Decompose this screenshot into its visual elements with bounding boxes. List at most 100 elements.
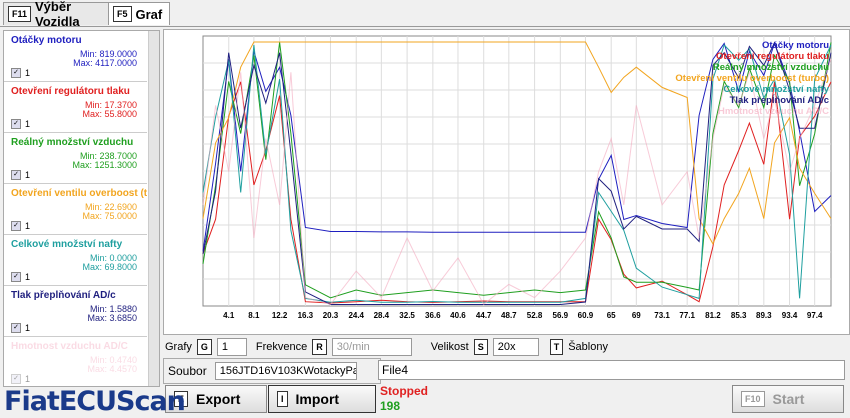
x-tick-label: 8.1 [248, 311, 260, 320]
checkbox[interactable]: ✓ [11, 68, 21, 78]
checkbox[interactable]: ✓ [11, 170, 21, 180]
key-hint: F10 [741, 391, 765, 407]
x-tick-label: 56.9 [553, 311, 569, 320]
dropdown[interactable]: 1 [216, 338, 247, 356]
x-tick-label: 32.5 [399, 311, 415, 320]
chart: 4.1 8.1 12.2 16.3 20.3 24.4 28.4 32.5 36.6 40.6 44… [202, 35, 832, 320]
tab-label: Výběr Vozidla [35, 0, 80, 29]
x-tick-label: 93.4 [782, 311, 798, 320]
series-line [202, 41, 832, 252]
key-hint: S [473, 339, 488, 355]
x-tick-label: 4.1 [223, 311, 235, 320]
x-tick-label: 77.1 [679, 311, 695, 320]
signal-name: Celkové množství nafty [11, 239, 123, 250]
signal-max: Max: 55.8000 [82, 109, 137, 119]
series-line [202, 58, 832, 306]
signal-max: Max: 4.4570 [87, 364, 137, 374]
button-label: Start [772, 391, 805, 407]
x-tick-label: 65 [607, 311, 616, 320]
key-hint: R [312, 339, 327, 355]
x-tick-label: 48.7 [501, 311, 517, 320]
scrollbar[interactable] [148, 31, 159, 386]
legend-entry: Otáčky motoru [762, 40, 829, 51]
checkbox-label: 1 [25, 68, 31, 78]
signal-name: Otevření ventilu overboost (turbo) [11, 188, 147, 199]
checkbox[interactable]: ✓ [11, 272, 21, 282]
legend-entry: Tlak přepĺňování AD/c [730, 94, 829, 106]
signal-min: Min: 1.5880 [89, 304, 137, 314]
count: 198 [380, 399, 401, 413]
key-hint: F5 [113, 6, 132, 22]
checkbox[interactable]: ✓ [11, 221, 21, 231]
signal-name: Reálný množství vzduchu [11, 137, 134, 148]
x-tick-label: 89.3 [756, 311, 772, 320]
x-tick-label: 73.1 [654, 311, 670, 320]
label: Soubor [168, 364, 207, 378]
x-tick-label: 85.3 [731, 311, 747, 320]
key-hint[interactable]: T [549, 339, 564, 355]
tab-label: Graf [135, 6, 163, 22]
signal-min: Min: 22.6900 [84, 202, 137, 212]
label: Šablony [568, 341, 608, 353]
label: Frekvence [255, 341, 308, 353]
button-label: Import [295, 391, 340, 407]
key-hint: I [277, 391, 288, 407]
signal-max: Max: 69.8000 [82, 262, 137, 272]
status: Stopped [380, 384, 428, 398]
chart-panel: 4.1 8.1 12.2 16.3 20.3 24.4 28.4 32.5 36.6 40.6 44… [163, 29, 850, 335]
key-hint: G [196, 339, 212, 355]
dropdown[interactable]: 156JTD16V103KWotackyPal [214, 362, 357, 380]
checkbox-label: 1 [25, 272, 31, 282]
signal-min: Min: 819.0000 [79, 49, 137, 59]
soubor-box: Soubor 156JTD16V103KWotackyPal [163, 358, 381, 384]
signal-max: Max: 4117.0000 [73, 58, 137, 68]
signal-max: Max: 75.0000 [82, 211, 137, 221]
x-tick-label: 52.8 [527, 311, 543, 320]
tab-graf[interactable]: F5 Graf [108, 2, 170, 25]
legend-entry: Hmotnost vzduchu AD/C [718, 106, 829, 117]
signal-max: Max: 1251.3000 [72, 160, 137, 170]
x-tick-label: 28.4 [374, 311, 390, 320]
signal-item: Otevření regulátoru tlaku Min: 17.3700 Max… [4, 82, 147, 133]
tab-vyber[interactable]: F11 Výběr Vozidla [3, 0, 113, 29]
checkbox-label: 1 [25, 119, 31, 129]
x-tick-label: 24.4 [348, 311, 364, 320]
signal-name: Otevření regulátoru tlaku [11, 86, 130, 97]
series-line [202, 41, 832, 246]
label: Grafy [165, 341, 192, 353]
checkbox-label: 1 [25, 170, 31, 180]
checkbox-label: 1 [25, 221, 31, 231]
checkbox[interactable]: ✓ [11, 119, 21, 129]
controls-row: Grafy G 1 Frekvence R 30/min Velikost S … [165, 338, 608, 356]
dropdown[interactable]: 20x [492, 338, 539, 356]
label: Velikost [430, 341, 469, 353]
signal-item: Hmotnost vzduchu AD/C Min: 0.4740 Max: 4.4… [4, 337, 147, 386]
x-tick-label: 60.9 [578, 311, 594, 320]
series-line [202, 41, 832, 305]
checkbox[interactable]: ✓ [11, 323, 21, 333]
x-tick-label: 12.2 [272, 311, 288, 320]
signal-min: Min: 0.0000 [89, 253, 137, 263]
import-button[interactable]: I Import [268, 385, 376, 413]
export-button[interactable]: E Export [165, 385, 267, 413]
dropdown: 30/min [331, 338, 412, 356]
signal-min: Min: 238.7000 [79, 151, 137, 161]
signal-item: Tlak přepĺňování AD/c Min: 1.5880 Max: 3.6… [4, 286, 147, 337]
file-field[interactable]: File4 [378, 360, 845, 380]
checkbox[interactable]: ✓ [11, 374, 21, 384]
key-hint: E [174, 391, 189, 407]
signal-name: Hmotnost vzduchu AD/C [11, 341, 128, 352]
legend-entry: Otevření ventilu overboost (turbo) [675, 73, 829, 84]
signal-item: Reálný množství vzduchu Min: 238.7000 Max:… [4, 133, 147, 184]
x-tick-label: 97.4 [807, 311, 823, 320]
signal-min: Min: 17.3700 [84, 100, 137, 110]
legend-entry: Celkové množství nafty [723, 84, 829, 95]
signal-item: Celkové množství nafty Min: 0.0000 Max: 69… [4, 235, 147, 286]
x-tick-label: 69 [632, 311, 641, 320]
x-tick-label: 81.2 [705, 311, 721, 320]
series-line [202, 44, 832, 303]
signal-list: Otáčky motoru Min: 819.0000 Max: 4117.0000… [3, 30, 160, 387]
button-label: Export [196, 391, 241, 407]
x-tick-label: 40.6 [450, 311, 466, 320]
